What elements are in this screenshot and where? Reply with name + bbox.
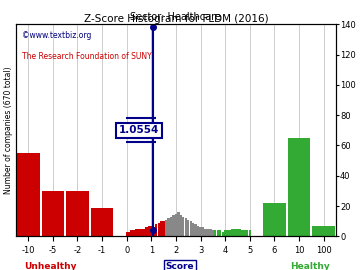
Bar bbox=[158, 223, 160, 236]
Bar bbox=[224, 230, 226, 236]
Bar bbox=[140, 229, 143, 236]
Bar bbox=[150, 226, 152, 236]
Bar bbox=[221, 232, 224, 236]
Bar bbox=[167, 218, 170, 236]
Bar bbox=[153, 227, 155, 236]
Bar bbox=[155, 224, 157, 236]
Bar bbox=[192, 223, 194, 236]
Bar bbox=[162, 221, 165, 236]
Text: Score: Score bbox=[166, 262, 194, 270]
Bar bbox=[138, 229, 140, 236]
Bar bbox=[133, 230, 135, 236]
Bar bbox=[160, 221, 162, 236]
Bar bbox=[175, 214, 177, 236]
Bar bbox=[177, 212, 180, 236]
Y-axis label: Number of companies (670 total): Number of companies (670 total) bbox=[4, 66, 13, 194]
Bar bbox=[226, 230, 229, 236]
Bar bbox=[172, 215, 175, 236]
Bar bbox=[135, 229, 138, 236]
Bar bbox=[204, 229, 207, 236]
Bar bbox=[128, 232, 130, 236]
Bar bbox=[234, 229, 236, 236]
Text: ©www.textbiz.org: ©www.textbiz.org bbox=[22, 31, 92, 40]
Bar bbox=[190, 221, 192, 236]
Bar bbox=[185, 218, 187, 236]
Bar bbox=[66, 191, 89, 236]
Bar bbox=[312, 226, 335, 236]
Bar bbox=[91, 208, 113, 236]
Bar bbox=[219, 230, 221, 236]
Bar bbox=[236, 229, 239, 236]
Bar bbox=[229, 230, 231, 236]
Bar bbox=[199, 227, 202, 236]
Bar bbox=[263, 203, 286, 236]
Bar bbox=[197, 226, 199, 236]
Bar bbox=[249, 230, 251, 236]
Bar bbox=[241, 230, 243, 236]
Bar bbox=[239, 229, 241, 236]
Text: Sector: Healthcare: Sector: Healthcare bbox=[130, 12, 221, 22]
Bar bbox=[209, 229, 212, 236]
Bar bbox=[231, 229, 234, 236]
Bar bbox=[165, 220, 167, 236]
Bar bbox=[187, 220, 189, 236]
Bar bbox=[148, 226, 150, 236]
Text: 1.0554: 1.0554 bbox=[119, 125, 159, 135]
Bar bbox=[244, 230, 246, 236]
Bar bbox=[126, 232, 128, 236]
Bar bbox=[170, 217, 172, 236]
Bar bbox=[212, 230, 214, 236]
Text: Unhealthy: Unhealthy bbox=[24, 262, 77, 270]
Title: Z-Score Histogram for FLDM (2016): Z-Score Histogram for FLDM (2016) bbox=[84, 14, 268, 24]
Bar bbox=[130, 230, 133, 236]
Bar bbox=[145, 227, 148, 236]
Text: Healthy: Healthy bbox=[290, 262, 329, 270]
Bar bbox=[182, 217, 184, 236]
Bar bbox=[41, 191, 64, 236]
Bar bbox=[202, 227, 204, 236]
Bar bbox=[180, 215, 182, 236]
Bar bbox=[217, 230, 219, 236]
Bar bbox=[207, 229, 209, 236]
Bar bbox=[246, 230, 248, 236]
Bar bbox=[288, 138, 310, 236]
Bar bbox=[214, 230, 216, 236]
Text: The Research Foundation of SUNY: The Research Foundation of SUNY bbox=[22, 52, 152, 61]
Bar bbox=[194, 224, 197, 236]
Bar bbox=[143, 229, 145, 236]
Bar bbox=[17, 153, 40, 236]
